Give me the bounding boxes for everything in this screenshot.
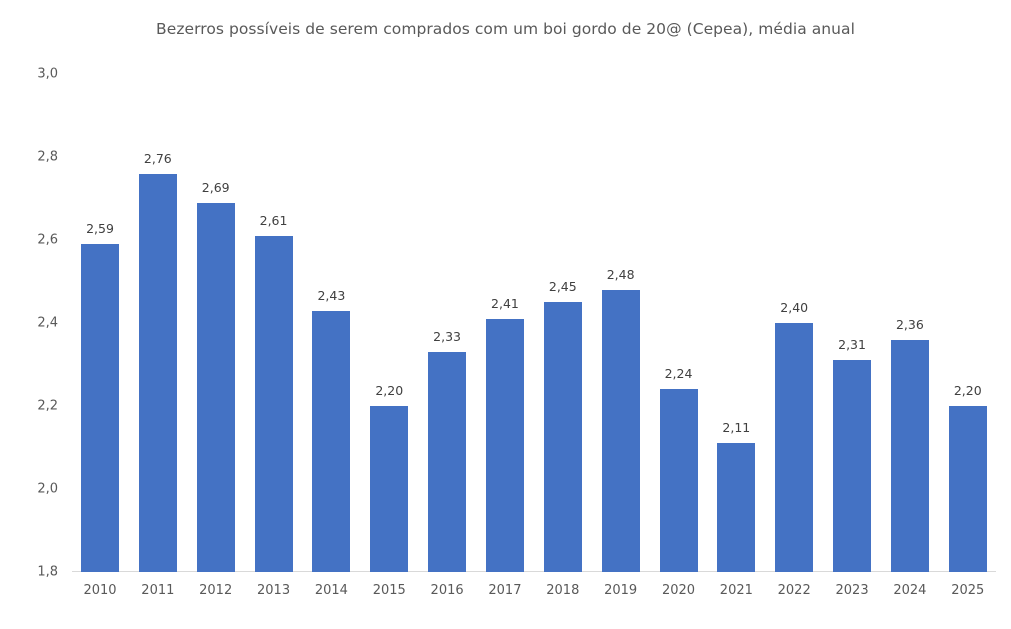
bar-value-label: 2,76 <box>143 150 172 166</box>
bar-value-label: 2,61 <box>259 212 288 228</box>
y-tick-label: 2,8 <box>37 149 58 165</box>
bar-2020 <box>659 389 698 572</box>
y-tick-label: 2,6 <box>37 232 58 248</box>
bar-2015 <box>370 406 409 572</box>
x-tick-label: 2010 <box>83 583 117 598</box>
bar-value-label: 2,31 <box>838 337 866 353</box>
bar-value-label: 2,59 <box>86 221 114 237</box>
x-tick-label: 2012 <box>199 583 233 598</box>
bar-2012 <box>196 202 235 572</box>
bar-value-label: 2,20 <box>953 383 982 398</box>
x-tick-label: 2017 <box>488 583 522 598</box>
bar-value-label: 2,40 <box>780 300 809 315</box>
x-tick-label: 2019 <box>604 583 638 598</box>
x-tick-label: 2011 <box>141 583 175 598</box>
bar-2011 <box>138 173 177 572</box>
bar-2022 <box>775 323 814 572</box>
bar-2019 <box>601 289 640 572</box>
bar-value-label: 2,41 <box>491 295 519 311</box>
x-tick-label: 2014 <box>314 583 348 598</box>
y-tick-label: 1,8 <box>37 564 58 580</box>
bar-value-label: 2,36 <box>895 316 924 332</box>
bar-2021 <box>717 443 756 572</box>
bar-2018 <box>543 302 582 572</box>
x-tick-label: 2022 <box>777 583 811 598</box>
bar-value-label: 2,20 <box>375 383 404 398</box>
bar-value-label: 2,24 <box>664 366 693 382</box>
x-tick-label: 2024 <box>893 583 927 598</box>
y-tick-label: 2,0 <box>37 481 58 497</box>
x-tick-label: 2018 <box>546 583 580 598</box>
bar-value-label: 2,48 <box>606 266 635 282</box>
x-tick-label: 2025 <box>951 583 985 598</box>
bar-2025 <box>948 406 987 572</box>
x-tick-label: 2013 <box>257 583 291 598</box>
bar-2017 <box>485 318 524 572</box>
bar-2010 <box>81 244 119 572</box>
x-tick-label: 2016 <box>430 583 464 598</box>
x-tick-label: 2021 <box>719 583 753 598</box>
y-tick-label: 2,2 <box>37 398 58 414</box>
bar-2016 <box>428 352 467 572</box>
bar-value-label: 2,43 <box>317 287 346 303</box>
y-tick-label: 3,0 <box>37 66 58 82</box>
bar-value-label: 2,11 <box>722 420 751 436</box>
chart-title: Bezerros possíveis de serem comprados co… <box>156 20 855 38</box>
y-tick-label: 2,4 <box>37 315 58 331</box>
x-axis-line <box>72 571 996 572</box>
bar-2013 <box>254 235 293 572</box>
bar-2014 <box>312 310 351 572</box>
x-tick-label: 2023 <box>835 583 869 598</box>
bar-2023 <box>833 360 872 572</box>
bar-value-label: 2,33 <box>433 329 462 345</box>
x-tick-label: 2020 <box>661 583 696 598</box>
bar-value-label: 2,45 <box>548 279 577 295</box>
x-tick-label: 2015 <box>372 583 406 598</box>
bar-2024 <box>890 339 929 572</box>
bar-value-label: 2,69 <box>201 179 230 195</box>
